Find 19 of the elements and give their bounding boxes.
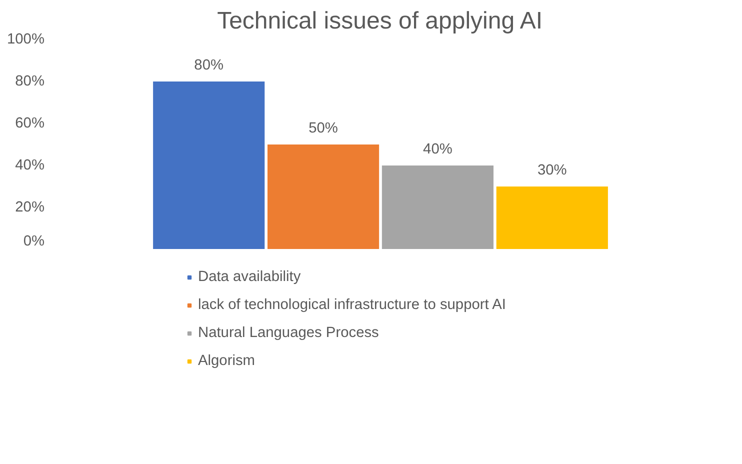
- legend-label: Natural Languages Process: [198, 325, 379, 341]
- bar: [382, 166, 494, 249]
- data-label: 50%: [308, 120, 338, 136]
- bar: [496, 186, 608, 249]
- y-tick-label: 20%: [15, 200, 45, 216]
- legend-label: Algorism: [198, 353, 256, 369]
- legend-label: Data availability: [198, 269, 301, 285]
- legend-label: lack of technological infrastructure to support AI: [198, 297, 506, 313]
- bar: [267, 144, 380, 249]
- y-tick-label: 0%: [23, 234, 45, 250]
- bar: [153, 82, 265, 249]
- y-tick-label: 60%: [15, 116, 45, 132]
- y-tick-label: 80%: [15, 74, 45, 90]
- y-tick-label: 100%: [7, 32, 45, 48]
- y-tick-label: 40%: [15, 158, 45, 174]
- data-label: 30%: [537, 162, 567, 178]
- data-label: 80%: [194, 58, 224, 74]
- chart-title: Technical issues of applying AI: [217, 8, 543, 34]
- data-label: 40%: [423, 142, 452, 158]
